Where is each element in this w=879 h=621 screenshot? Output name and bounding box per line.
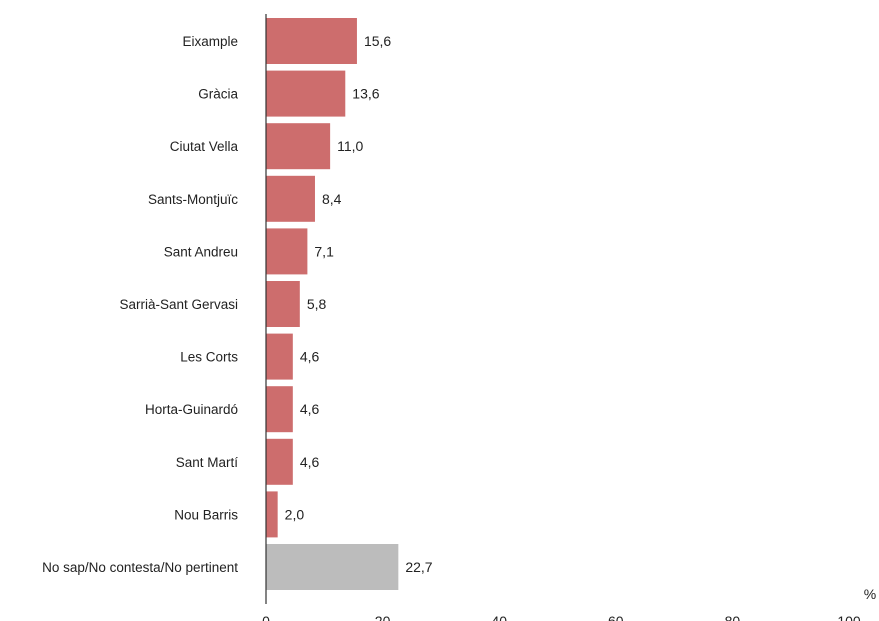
category-label: Nou Barris	[174, 507, 238, 522]
value-label: 22,7	[405, 559, 432, 575]
x-tick-label: 60	[608, 613, 624, 621]
category-label: No sap/No contesta/No pertinent	[42, 560, 238, 575]
bar	[266, 175, 315, 222]
bar	[266, 228, 308, 275]
x-unit-label: %	[864, 586, 876, 602]
category-label: Sants-Montjuïc	[148, 192, 238, 207]
x-tick-label: 20	[375, 613, 391, 621]
category-label: Gràcia	[198, 87, 238, 102]
bar	[266, 333, 293, 380]
value-label: 8,4	[322, 191, 342, 207]
value-label: 13,6	[352, 86, 379, 102]
category-label: Ciutat Vella	[170, 139, 239, 154]
category-label: Sarrià-Sant Gervasi	[119, 297, 238, 312]
category-label: Eixample	[182, 34, 238, 49]
category-label: Sant Martí	[176, 455, 239, 470]
x-tick-label: 80	[725, 613, 741, 621]
value-label: 2,0	[285, 506, 305, 522]
x-tick-label: 100	[837, 613, 861, 621]
bar	[266, 491, 278, 538]
value-label: 4,6	[300, 454, 320, 470]
x-tick-label: 40	[491, 613, 507, 621]
bar	[266, 544, 399, 590]
value-label: 7,1	[314, 243, 334, 259]
x-tick-label: 0	[262, 613, 270, 621]
category-label: Sant Andreu	[164, 244, 238, 259]
bar	[266, 18, 357, 64]
value-labels: 15,6 13,6 11,0 8,4 7,1 5,8 4,6 4,6 4,6 2,0 22,7	[285, 33, 433, 575]
bar	[266, 281, 300, 327]
bar	[266, 438, 293, 485]
value-label: 15,6	[364, 33, 391, 49]
x-tick-labels: 0 20 40 60 80 100	[262, 613, 861, 621]
value-label: 4,6	[300, 401, 320, 417]
bar	[266, 70, 346, 117]
category-label: Horta-Guinardó	[145, 402, 238, 417]
value-label: 4,6	[300, 349, 320, 365]
category-label: Les Corts	[180, 350, 238, 365]
bar	[266, 386, 293, 433]
category-labels: Eixample Gràcia Ciutat Vella Sants-Montjuïc…	[42, 34, 238, 575]
bars	[266, 18, 399, 590]
value-label: 5,8	[307, 296, 327, 312]
value-label: 11,0	[337, 138, 363, 154]
bar	[266, 123, 331, 170]
